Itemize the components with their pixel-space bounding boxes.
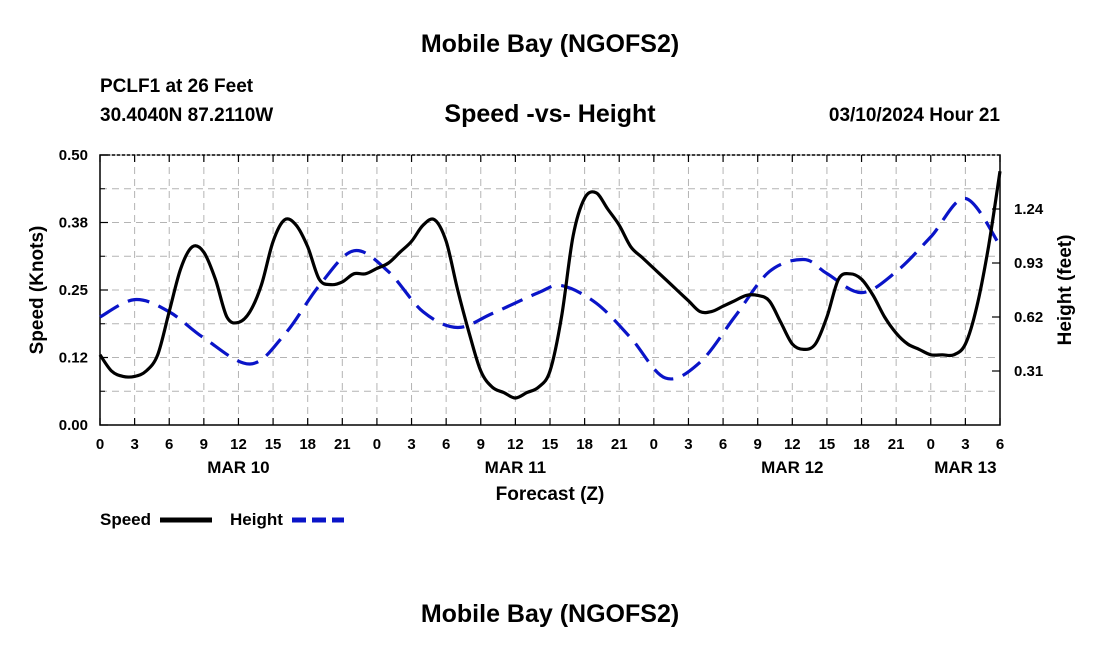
- y-tick-label-right: 0.62: [1014, 309, 1043, 326]
- y-tick-label-left: 0.25: [59, 282, 88, 299]
- footer-title: Mobile Bay (NGOFS2): [420, 600, 680, 628]
- x-tick-label: 12: [230, 436, 247, 453]
- x-tick-label: 0: [927, 436, 935, 453]
- x-tick-label: 6: [165, 436, 173, 453]
- x-tick-label: 18: [299, 436, 316, 453]
- chart-title: Speed -vs- Height: [444, 100, 656, 128]
- y-tick-label-left: 0.00: [59, 417, 88, 434]
- x-date-label: MAR 12: [761, 458, 823, 477]
- x-tick-label: 3: [130, 436, 138, 453]
- x-tick-label: 0: [650, 436, 658, 453]
- station-coordinates: 30.4040N 87.2110W: [100, 105, 274, 126]
- x-tick-label: 9: [200, 436, 208, 453]
- forecast-date: 03/10/2024 Hour 21: [828, 105, 1000, 126]
- x-tick-label: 18: [853, 436, 870, 453]
- series-lines: [98, 170, 1002, 400]
- x-tick-label: 15: [542, 436, 559, 453]
- y-tick-label-right: 1.24: [1014, 201, 1044, 218]
- x-tick-label: 15: [265, 436, 282, 453]
- x-axis-label: Forecast (Z): [496, 484, 605, 505]
- x-tick-label: 3: [407, 436, 415, 453]
- x-tick-label: 12: [784, 436, 801, 453]
- x-date-label: MAR 13: [934, 458, 996, 477]
- x-tick-label: 3: [684, 436, 692, 453]
- y-tick-label-left: 0.38: [59, 215, 88, 232]
- y-axis-label-left: Speed (Knots): [27, 226, 48, 355]
- height-series-line: [99, 196, 1002, 381]
- x-tick-label: 9: [754, 436, 762, 453]
- legend: Speed Height: [100, 510, 344, 529]
- y-tick-label-left: 0.50: [59, 147, 88, 164]
- x-tick-label: 21: [888, 436, 905, 453]
- y-axis-label-right: Height (feet): [1055, 235, 1076, 346]
- station-name: PCLF1 at 26 Feet: [100, 76, 254, 97]
- header-title: Mobile Bay (NGOFS2): [420, 30, 680, 58]
- axis-ticks: 0 3 6 9 12 15 18 21 0 3 6 9 12 15 18 21 0 3 6 9 12 15 18 21 0 3 6M…: [59, 147, 1044, 477]
- grid-lines: [100, 155, 1000, 425]
- x-tick-label: 15: [819, 436, 836, 453]
- speed-series-line: [98, 170, 1002, 400]
- x-tick-label: 3: [961, 436, 969, 453]
- x-tick-label: 9: [477, 436, 485, 453]
- x-tick-label: 6: [442, 436, 450, 453]
- y-tick-label-right: 0.93: [1014, 255, 1043, 272]
- x-tick-label: 12: [507, 436, 524, 453]
- x-tick-label: 0: [373, 436, 381, 453]
- y-tick-label-left: 0.12: [59, 350, 88, 367]
- x-date-label: MAR 11: [485, 458, 546, 477]
- x-tick-label: 21: [611, 436, 628, 453]
- x-tick-label: 6: [996, 436, 1004, 453]
- x-tick-label: 0: [96, 436, 104, 453]
- x-tick-label: 6: [719, 436, 727, 453]
- y-tick-label-right: 0.31: [1014, 363, 1043, 380]
- legend-height-label: Height: [230, 510, 283, 529]
- x-tick-label: 18: [576, 436, 593, 453]
- x-date-label: MAR 10: [207, 458, 269, 477]
- x-tick-label: 21: [334, 436, 351, 453]
- legend-speed-label: Speed: [100, 510, 151, 529]
